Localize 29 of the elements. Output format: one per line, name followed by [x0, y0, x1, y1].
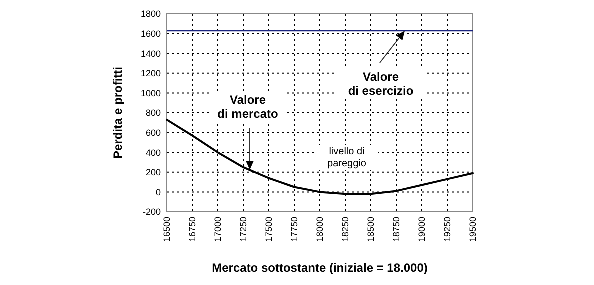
x-tick-label: 17250	[238, 217, 249, 242]
x-tick-label: 17000	[213, 217, 224, 242]
y-tick-label: 600	[146, 128, 161, 138]
x-tick-label: 18500	[366, 217, 376, 242]
x-tick-label: 18250	[340, 217, 351, 242]
annotation: Valore di mercato	[218, 92, 278, 121]
x-tick-label: 18000	[315, 217, 326, 242]
x-tick-label: 19250	[442, 217, 453, 242]
x-tick-label: 16500	[162, 217, 172, 242]
y-tick-label: 1600	[140, 28, 161, 39]
x-tick-label: 16750	[188, 217, 198, 242]
y-tick-label: 1000	[140, 88, 161, 98]
annotation: livello di pareggio	[328, 146, 367, 170]
x-axis-title: Mercato sottostante (iniziale = 18.000)	[212, 261, 428, 275]
y-tick-label: -200	[142, 207, 161, 218]
y-tick-label: 400	[146, 148, 161, 158]
x-tick-label: 18750	[392, 217, 402, 242]
x-tick-label: 17500	[264, 217, 274, 242]
x-tick-label: 19000	[417, 217, 428, 242]
y-tick-label: 800	[146, 108, 161, 118]
x-tick-label: 19500	[468, 217, 478, 242]
y-tick-label: 200	[146, 168, 161, 178]
y-tick-label: 1200	[140, 68, 161, 79]
y-tick-label: 1800	[140, 9, 161, 20]
y-tick-label: 1400	[140, 48, 161, 59]
x-tick-label: 17750	[290, 217, 300, 242]
annotation: Valore di esercizio	[348, 70, 414, 98]
y-axis-title: Perdita e profitti	[111, 66, 125, 160]
y-tick-label: 0	[156, 187, 161, 198]
